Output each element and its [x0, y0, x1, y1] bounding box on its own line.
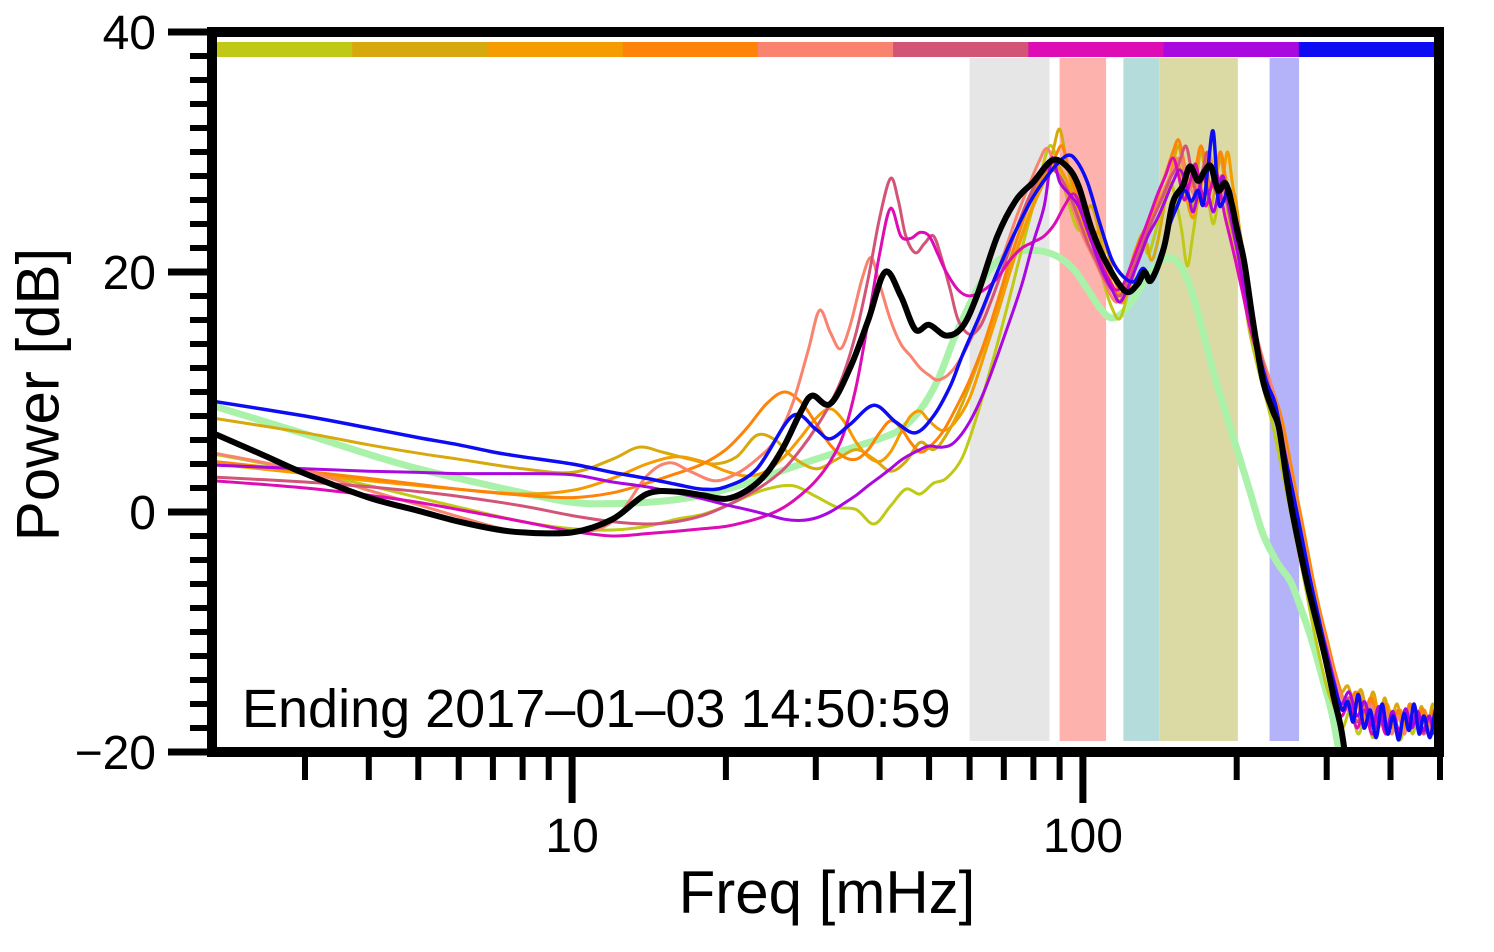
colorbar-hour-8: [1163, 42, 1300, 57]
y-tick-label: 0: [129, 487, 156, 540]
tick-labels: 10 100 40 20 0 −20: [75, 7, 1123, 863]
time-colorbar: [217, 42, 1435, 57]
series-hour-2-psd: [217, 127, 1434, 730]
colorbar-hour-3: [487, 42, 624, 57]
y-axis-label: Power [dB]: [4, 247, 72, 542]
frequency-bands: [969, 58, 1300, 741]
colorbar-hour-4: [622, 42, 759, 57]
x-axis-label: Freq [mHz]: [678, 859, 976, 926]
series-current-psd-mean: [217, 156, 1348, 748]
series-hour-8-psd: [217, 156, 1434, 735]
series-hour-1-psd: [217, 143, 1434, 742]
y-tick-label: 20: [103, 247, 156, 300]
colorbar-hour-6: [893, 42, 1029, 57]
band-teal: [1123, 58, 1160, 741]
colorbar-hour-2: [352, 42, 488, 57]
colorbar-hour-9: [1298, 42, 1435, 57]
axis-ticks: [168, 28, 1443, 803]
colorbar-hour-1: [217, 42, 353, 57]
series-hour-7-psd: [217, 156, 1434, 736]
ending-time-annotation: Ending 2017–01–03 14:50:59: [242, 679, 951, 739]
colorbar-hour-5: [757, 42, 894, 57]
psd-curves: [217, 127, 1434, 748]
series-reference-smooth: [217, 246, 1342, 748]
y-tick-label: 40: [103, 7, 156, 60]
x-tick-label: 10: [545, 810, 598, 863]
plot-frame: [207, 27, 1444, 757]
y-tick-label: −20: [75, 727, 156, 780]
x-tick-label: 100: [1043, 810, 1123, 863]
series-hour-9-psd: [217, 129, 1434, 742]
colorbar-hour-7: [1028, 42, 1165, 57]
